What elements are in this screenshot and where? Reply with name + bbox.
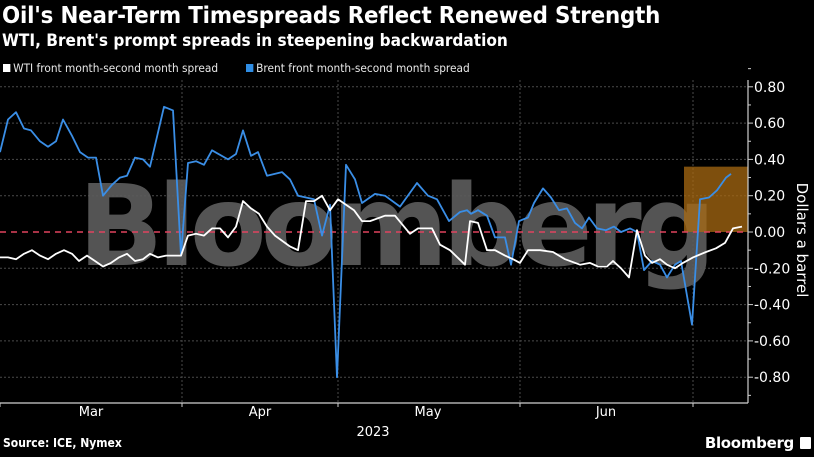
x-tick-label: Apr — [249, 405, 272, 420]
legend: WTI front month-second month spread Bren… — [3, 61, 498, 75]
bloomberg-watermark: Bloomberg — [78, 162, 710, 292]
y-tick-label: 0.40 — [754, 152, 785, 168]
y-axis: 0.80 0.60 0.40 0.20 0.00 -0.20 -0.40 -0.60 -0.80 — [747, 68, 790, 403]
chart-title: Oil's Near-Term Timespreads Reflect Rene… — [2, 3, 661, 29]
legend-label-wti: WTI front month-second month spread — [13, 61, 219, 75]
legend-item-brent: Brent front month-second month spread — [245, 61, 470, 75]
x-axis: Mar Apr May Jun — [0, 402, 748, 420]
source-note: Source: ICE, Nymex — [3, 436, 122, 450]
y-axis-label: Dollars a barrel — [793, 183, 811, 298]
y-tick-label: -0.40 — [754, 298, 790, 314]
y-tick-label: 0.80 — [754, 80, 785, 96]
legend-label-brent: Brent front month-second month spread — [255, 61, 470, 75]
bloomberg-logo-text: Bloomberg — [704, 434, 794, 452]
gridlines — [0, 80, 748, 403]
legend-item-wti: WTI front month-second month spread — [3, 61, 218, 75]
highlight-box — [684, 166, 748, 232]
y-tick-label: -0.60 — [754, 334, 790, 350]
x-tick-label: May — [415, 405, 442, 420]
bloomberg-logo-icon — [800, 437, 811, 449]
y-tick-label: 0.20 — [754, 189, 785, 205]
x-axis-year-label: 2023 — [356, 425, 389, 440]
y-tick-label: -0.20 — [754, 261, 790, 277]
y-tick-label: 0.60 — [754, 116, 785, 132]
x-tick-label: Jun — [595, 405, 616, 420]
y-tick-label: -0.80 — [754, 370, 790, 386]
wti-series-line — [0, 194, 743, 279]
y-tick-label: 0.00 — [754, 225, 785, 241]
brent-series-line — [0, 105, 732, 379]
x-tick-label: Mar — [79, 405, 104, 420]
legend-swatch-wti — [3, 64, 11, 72]
legend-swatch-brent — [245, 64, 254, 72]
chart-subtitle: WTI, Brent's prompt spreads in steepenin… — [2, 31, 508, 50]
